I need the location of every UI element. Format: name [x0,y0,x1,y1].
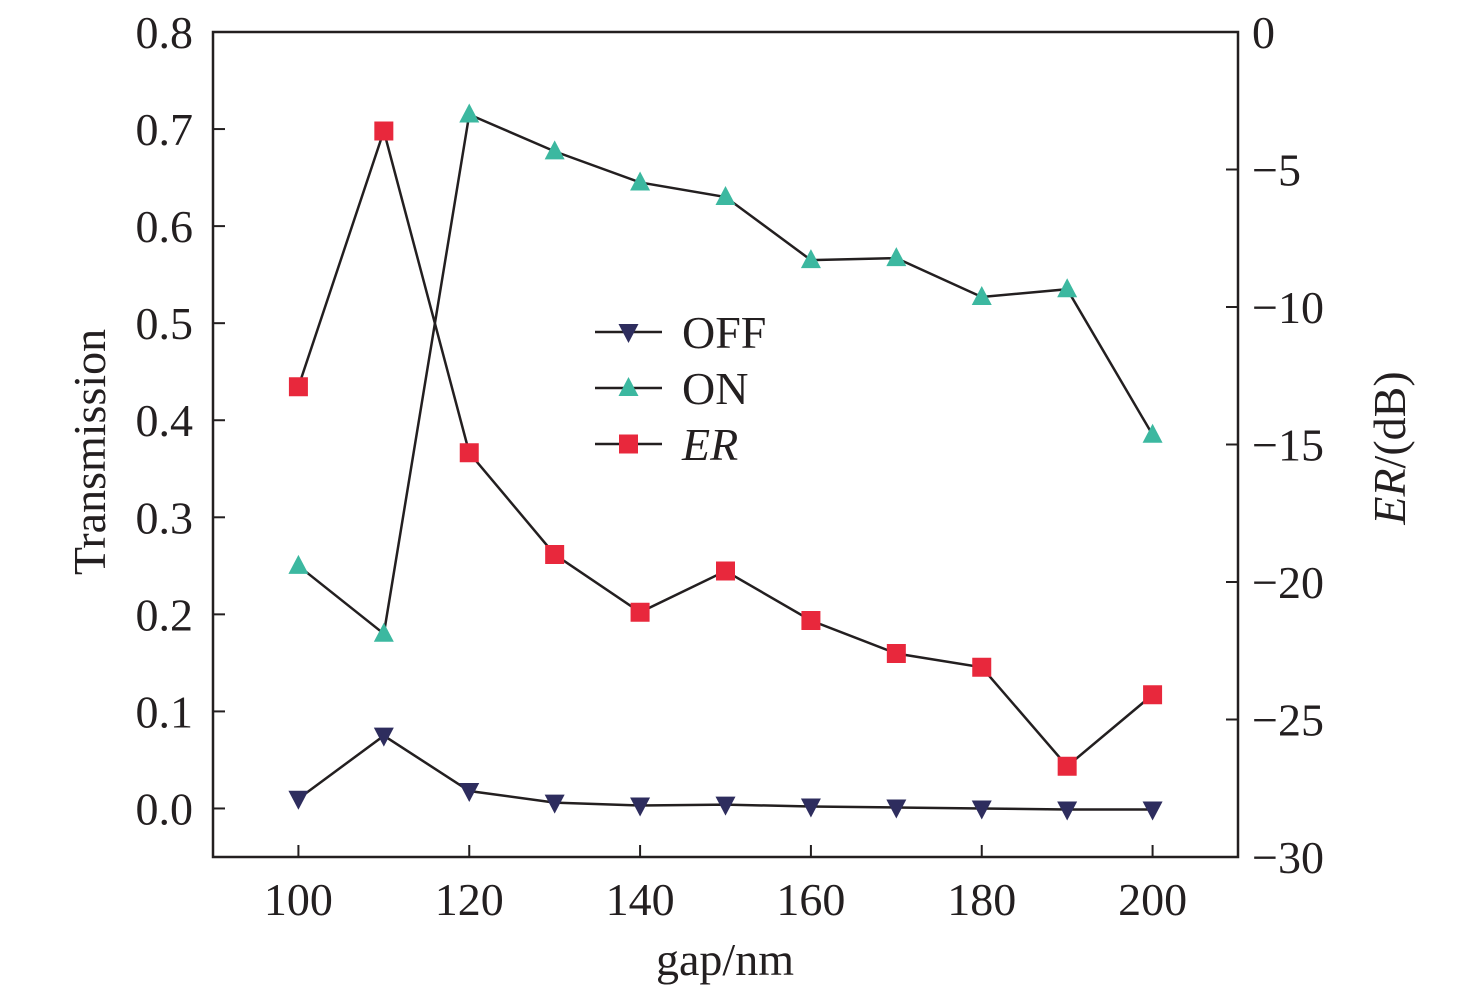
data-point-off [630,797,651,817]
y-left-tick-label: 0.4 [136,395,194,446]
data-point-on [373,622,394,642]
y-right-tick-label: −25 [1252,695,1324,746]
data-point-on [715,186,736,205]
x-tick-label: 120 [435,874,504,925]
x-tick-label: 180 [947,874,1016,925]
y-axis-right-title-italic: ER [1364,468,1415,525]
y-right-tick-label: −30 [1252,832,1324,883]
y-axis-left-title: Transmission [64,329,115,575]
data-point-on [1057,278,1078,298]
data-point-off [373,727,394,747]
y-left-tick-label: 0.8 [136,7,194,58]
data-point-off [288,790,309,810]
x-tick-label: 160 [776,874,845,925]
x-axis-title: gap/nm [656,934,794,985]
y-left-tick-label: 0.5 [136,298,194,349]
data-point-er [630,602,650,622]
y-left-tick-label: 0.0 [136,783,194,834]
series-markers [288,103,1163,821]
legend-label-on: ON [682,363,748,414]
data-point-off [886,799,907,819]
x-tick-label: 200 [1118,874,1187,925]
data-point-on [886,247,907,267]
x-tick-label: 140 [606,874,675,925]
data-point-er [801,611,821,630]
y-right-tick-label: 0 [1252,7,1275,58]
legend-marker-er [619,434,638,454]
data-point-on [544,140,565,160]
data-point-on [971,285,992,305]
data-point-on [800,249,821,269]
y-axis-right-title-unit: /(dB) [1364,371,1415,468]
legend-marker-on [618,377,639,396]
data-point-er [374,121,394,141]
data-point-er [716,561,735,581]
data-point-er [1057,756,1077,776]
legend-label-er: ER [681,419,738,470]
data-point-off [544,794,565,814]
data-point-off [459,783,480,802]
y-right-tick-label: −10 [1252,282,1324,333]
data-point-off [1142,801,1163,821]
legend-marker-off [618,324,639,343]
y-left-tick-label: 0.6 [136,201,194,252]
y-left-tick-label: 0.2 [136,589,194,640]
data-point-er [972,657,992,677]
x-tick-label: 100 [264,874,333,925]
y-axis-right-title: ER/(dB) [1364,371,1415,525]
data-point-er [886,644,906,663]
data-point-on [459,103,480,123]
data-point-off [800,798,821,818]
y-left-tick-label: 0.1 [136,686,194,737]
y-right-tick-label: −5 [1252,145,1301,196]
data-point-off [715,796,736,816]
data-point-on [288,554,309,574]
data-point-off [971,800,992,820]
ticks: 100 120 140 160 180 200 0.0 0.1 0.2 0.3 0.4 0.5 0.6 0… [136,7,1324,925]
y-right-tick-label: −20 [1252,557,1324,608]
data-point-off [1057,801,1078,821]
data-point-on [630,171,651,191]
data-point-on [1142,423,1163,443]
data-point-er [1143,685,1163,705]
data-point-er [459,443,479,463]
data-point-er [545,545,565,564]
data-point-er [288,377,308,397]
legend-label-off: OFF [682,307,766,358]
y-left-tick-label: 0.3 [136,492,194,543]
y-right-tick-label: −15 [1252,420,1324,471]
y-left-tick-label: 0.7 [136,104,194,155]
